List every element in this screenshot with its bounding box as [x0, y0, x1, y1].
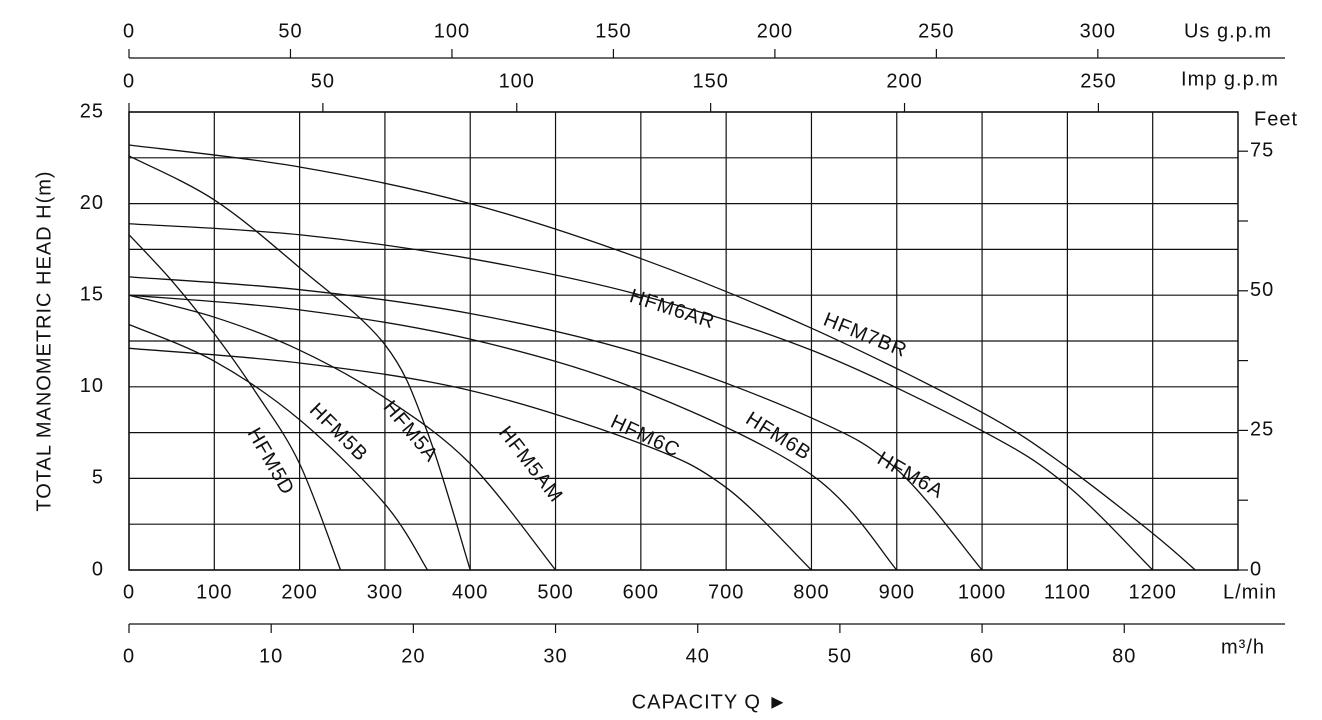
m3h-tick-label: 30	[543, 645, 567, 667]
curve	[128, 223, 1154, 571]
x-tick-label: 400	[452, 581, 488, 603]
x-tick-label: 100	[196, 581, 232, 603]
y-axis-title: TOTAL MANOMETRIC HEAD H(m)	[33, 170, 55, 511]
imp-gpm-tick-label: 200	[886, 70, 922, 92]
curve	[128, 155, 471, 571]
imp-gpm-tick-label: 150	[692, 70, 728, 92]
x-tick-label: 900	[879, 581, 915, 603]
x-tick-label: 700	[708, 581, 744, 603]
y-tick-label: 25	[80, 100, 104, 122]
y-tick-label: 0	[92, 558, 104, 580]
m3h-tick-label: 0	[123, 645, 135, 667]
curve-label: HFM6A	[873, 448, 947, 503]
imp-gpm-tick-label: 50	[311, 70, 335, 92]
x-tick-label: 1100	[1044, 581, 1091, 603]
x-tick-label: 200	[281, 581, 317, 603]
curve	[128, 294, 557, 571]
x-tick-label: 300	[367, 581, 403, 603]
x-tick-label: 500	[537, 581, 573, 603]
x-tick-label: 0	[123, 581, 135, 603]
x-tick-label: 800	[793, 581, 829, 603]
x-tick-label: 600	[623, 581, 659, 603]
y-tick-label: 5	[92, 467, 104, 489]
curve-label: HFM5D	[243, 424, 299, 499]
y-tick-label: 15	[80, 283, 104, 305]
x-tick-label: 1200	[1128, 581, 1177, 603]
us-gpm-tick-label: 300	[1080, 20, 1116, 42]
y2-tick-label: 25	[1250, 419, 1274, 441]
imp-gpm-tick-label: 100	[499, 70, 535, 92]
curve	[128, 347, 812, 571]
us-gpm-tick-label: 200	[757, 20, 793, 42]
x-axis-unit: L/min	[1223, 581, 1277, 603]
m3h-tick-label: 20	[401, 645, 425, 667]
imp-gpm-tick-label: 0	[123, 70, 135, 92]
us-gpm-title: Us g.p.m	[1184, 20, 1272, 42]
us-gpm-tick-label: 50	[278, 20, 302, 42]
m3h-tick-label: 50	[828, 645, 852, 667]
m3h-title: m³/h	[1221, 636, 1265, 658]
curve-label: HFM6B	[742, 408, 815, 465]
curve	[128, 234, 342, 571]
curve	[128, 323, 429, 571]
curve	[128, 276, 983, 571]
curve	[128, 294, 898, 571]
y2-axis-title: Feet	[1254, 108, 1298, 130]
y-tick-label: 20	[80, 192, 104, 214]
us-gpm-tick-label: 150	[595, 20, 631, 42]
us-gpm-tick-label: 100	[434, 20, 470, 42]
us-gpm-tick-label: 250	[918, 20, 954, 42]
m3h-tick-label: 10	[259, 645, 283, 667]
curve-label: HFM6C	[607, 411, 683, 462]
y2-tick-label: 0	[1250, 558, 1262, 580]
imp-gpm-tick-label: 250	[1080, 70, 1116, 92]
x-tick-label: 1000	[958, 581, 1007, 603]
curve	[128, 144, 1196, 571]
m3h-tick-label: 60	[970, 645, 994, 667]
m3h-tick-label: 40	[686, 645, 710, 667]
imp-gpm-title: Imp g.p.m	[1181, 68, 1279, 90]
y2-tick-label: 50	[1250, 279, 1274, 301]
m3h-tick-label: 80	[1112, 645, 1136, 667]
x-axis-title: CAPACITY Q ►	[632, 691, 789, 713]
y2-tick-label: 75	[1250, 139, 1274, 161]
us-gpm-tick-label: 0	[123, 20, 135, 42]
y-tick-label: 10	[80, 375, 104, 397]
